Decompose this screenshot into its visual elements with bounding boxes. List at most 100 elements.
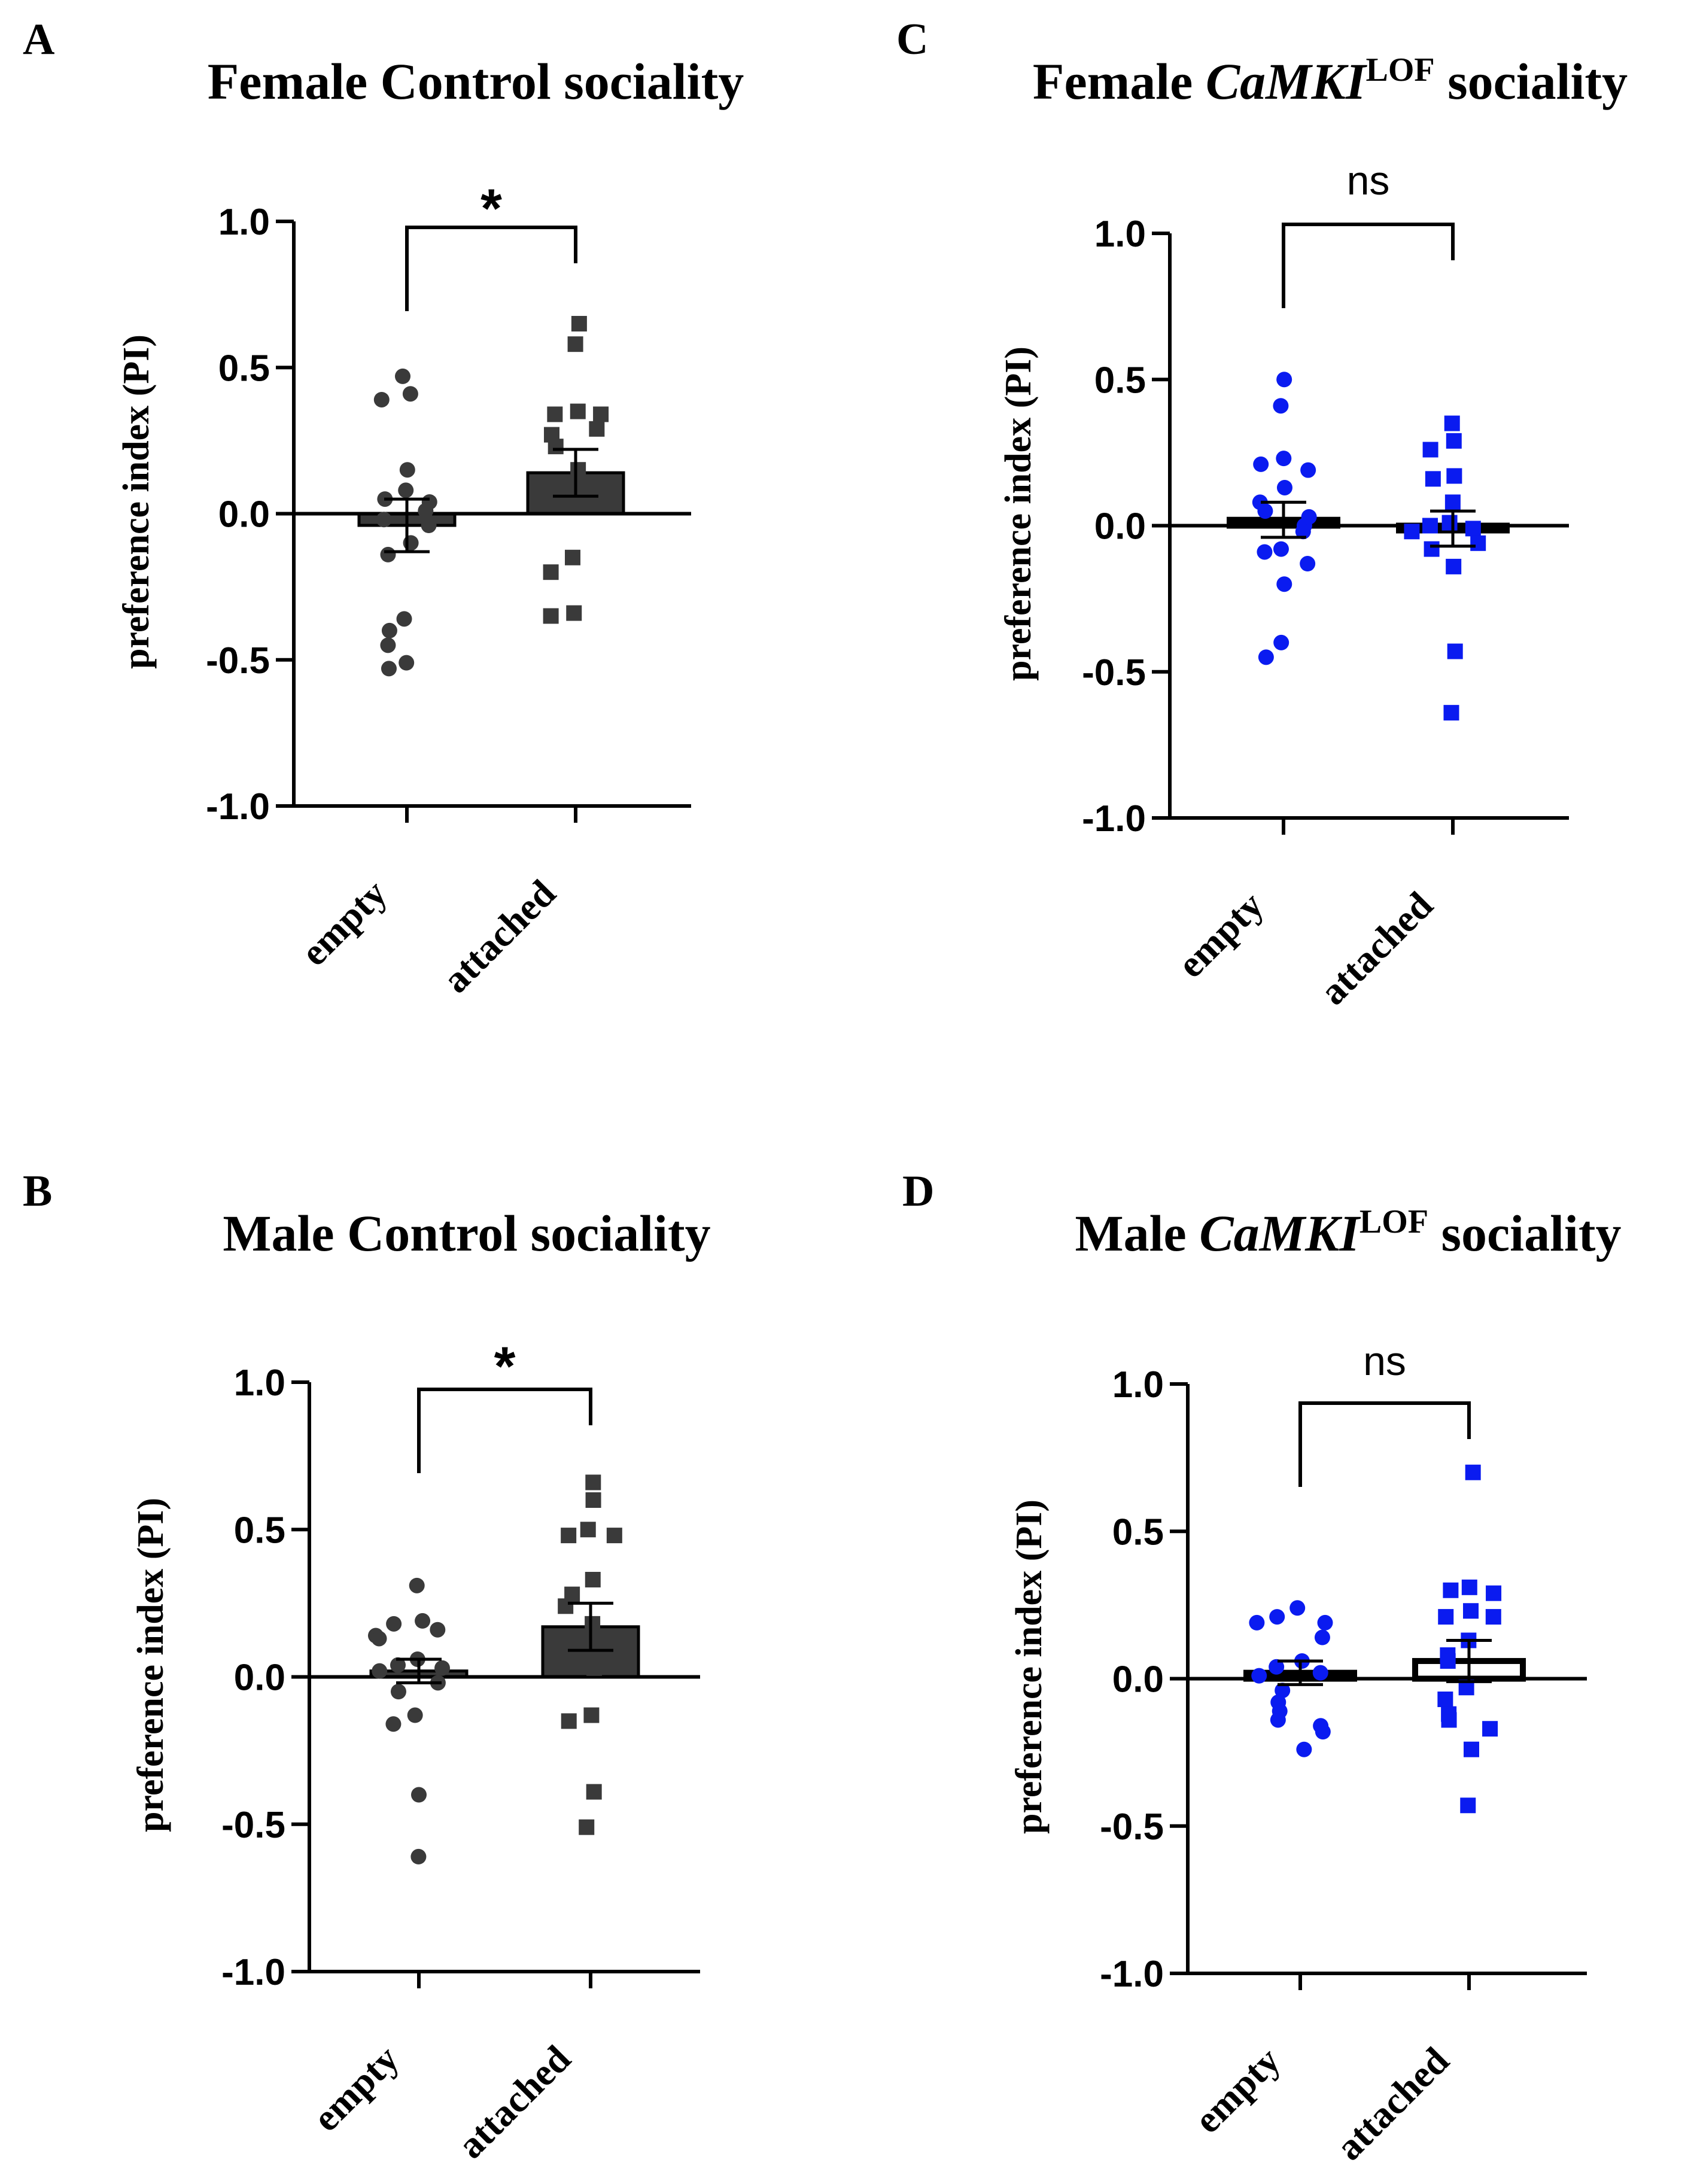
data-point-attached (589, 421, 605, 437)
data-point-empty (1296, 1741, 1312, 1757)
data-point-attached (546, 491, 562, 507)
data-point-attached (585, 1492, 601, 1508)
title-part: LOF (1365, 51, 1434, 89)
data-point-attached (1461, 1579, 1477, 1595)
title-part: Female (1033, 53, 1206, 110)
data-point-empty (376, 512, 392, 528)
data-point-empty (407, 1707, 423, 1723)
data-point-empty (410, 1848, 427, 1864)
data-point-attached (564, 1631, 580, 1647)
data-point-empty (390, 1684, 406, 1700)
data-point-empty (1317, 1614, 1333, 1631)
y-tick-label: -0.5 (1100, 1806, 1164, 1848)
title-part: CaMKI (1206, 53, 1367, 110)
y-axis-label: preference index (PI) (130, 1498, 171, 1832)
data-point-attached (561, 1713, 577, 1729)
y-tick-label: -1.0 (221, 1952, 285, 1993)
data-point-attached (1463, 1741, 1479, 1757)
chart-panel-d: D Male CaMKILOF sociality 1.0 0.5 0.0 -0.5 -1.… (902, 1167, 1622, 2168)
y-tick-label: -1.0 (206, 786, 270, 828)
data-point-empty (1295, 524, 1311, 540)
x-tick-label-empty: empty (293, 872, 395, 974)
y-tick-label: 0.0 (1112, 1659, 1164, 1701)
y-tick-label: 0.5 (1094, 360, 1146, 401)
data-point-empty (418, 503, 434, 519)
data-point-empty (372, 1663, 388, 1679)
panel-letter: B (23, 1167, 52, 1216)
y-axis-label: preference index (PI) (1009, 1499, 1050, 1834)
x-tick-label-empty: empty (1169, 884, 1272, 986)
data-point-empty (385, 1716, 402, 1732)
data-point-empty (1269, 1609, 1285, 1625)
data-point-attached (561, 1528, 577, 1544)
data-point-attached (547, 406, 563, 422)
data-point-attached (593, 406, 609, 422)
x-tick-label-attached: attached (449, 2037, 579, 2167)
data-point-empty (1289, 1600, 1306, 1616)
data-point-attached (1444, 415, 1460, 431)
data-point-attached (1441, 515, 1458, 531)
data-point-attached (1460, 1797, 1476, 1814)
data-point-attached (1446, 558, 1462, 574)
data-point-attached (1422, 518, 1438, 534)
x-tick-label-attached: attached (434, 872, 564, 1001)
title-part: CaMKI (1199, 1204, 1361, 1262)
data-point-empty (1315, 1724, 1331, 1740)
data-point-attached (1482, 1721, 1498, 1737)
chart-panel-b: B Male Control sociality 1.0 0.5 0.0 -0.5 -1.0… (23, 1167, 711, 2167)
data-point-empty (1276, 372, 1292, 388)
data-point-empty (1273, 541, 1289, 557)
data-point-empty (1251, 1668, 1267, 1684)
data-point-attached (566, 605, 582, 621)
y-tick-label: 0.0 (234, 1657, 285, 1699)
data-point-empty (1275, 1683, 1291, 1699)
data-point-attached (1425, 471, 1441, 487)
data-point-attached (586, 1784, 602, 1800)
data-point-attached (586, 1660, 603, 1676)
data-point-empty (1270, 1712, 1286, 1728)
x-tick-label-empty: empty (305, 2037, 407, 2140)
y-tick-label: 0.5 (218, 348, 270, 389)
data-point-empty (381, 622, 397, 638)
data-point-empty (390, 1657, 406, 1673)
y-tick-label: 1.0 (234, 1362, 285, 1404)
data-point-attached (543, 608, 559, 624)
y-tick-label: 1.0 (218, 202, 270, 243)
chart-title: Male Control sociality (223, 1204, 710, 1262)
data-point-attached (1465, 1464, 1481, 1480)
chart-title: Female CaMKILOF sociality (1033, 51, 1628, 110)
chart-title: Male CaMKILOF sociality (1075, 1203, 1621, 1262)
title-part: sociality (1428, 1204, 1621, 1262)
data-point-empty (1300, 556, 1316, 572)
data-point-empty (1314, 1629, 1330, 1645)
data-point-empty (1276, 576, 1292, 592)
title-part: sociality (1435, 53, 1628, 110)
y-tick-label: 0.5 (234, 1510, 285, 1551)
data-point-empty (1249, 1614, 1265, 1631)
title-part: Male (1075, 1204, 1199, 1262)
data-point-empty (1257, 503, 1273, 519)
title-part: Female Control sociality (208, 53, 744, 110)
data-point-attached (548, 439, 564, 455)
y-tick-label: -0.5 (1082, 652, 1146, 693)
significance-label: * (480, 178, 502, 239)
chart-title: Female Control sociality (208, 53, 744, 110)
data-point-empty (381, 661, 397, 677)
data-point-empty (1312, 1665, 1328, 1681)
significance-label: ns (1363, 1339, 1406, 1384)
y-tick-label: 1.0 (1112, 1364, 1164, 1406)
x-tick-label-attached: attached (1312, 884, 1441, 1013)
data-point-empty (415, 1613, 431, 1629)
significance-label: * (494, 1336, 516, 1397)
data-point-empty (430, 1622, 446, 1638)
panel-letter: A (23, 15, 54, 64)
panel-letter: C (896, 15, 928, 64)
y-tick-label: 0.0 (1094, 506, 1146, 547)
significance-bracket (1282, 223, 1455, 308)
data-point-attached (564, 549, 580, 565)
data-point-empty (398, 482, 414, 498)
data-point-empty (396, 611, 412, 627)
data-point-empty (395, 368, 410, 384)
data-point-attached (606, 1528, 622, 1544)
data-point-attached (1447, 643, 1463, 659)
